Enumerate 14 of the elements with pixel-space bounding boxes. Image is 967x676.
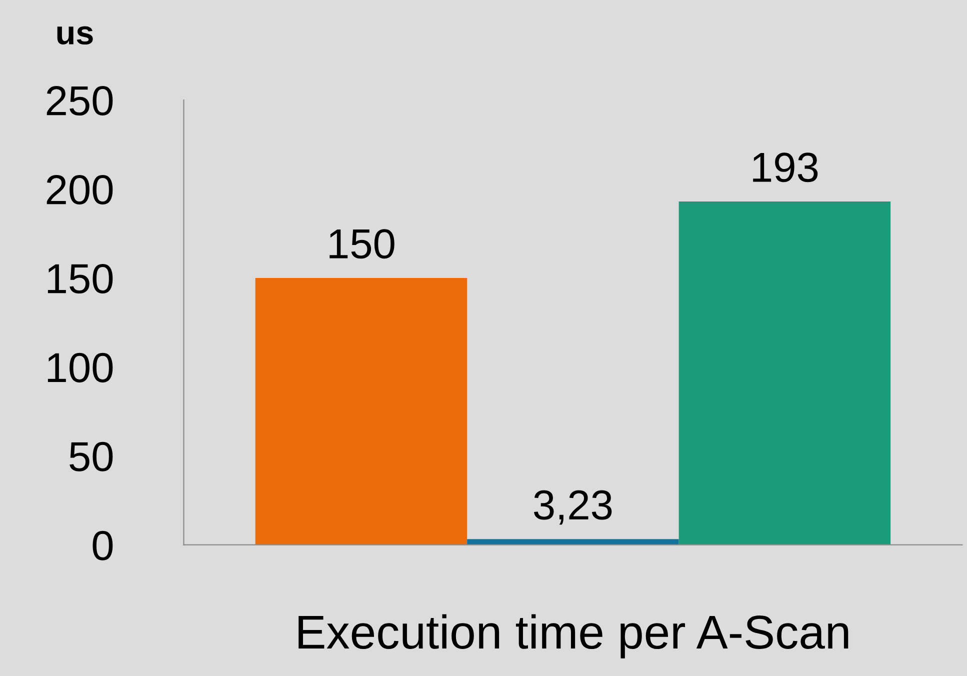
y-tick-label: 0 [92, 530, 113, 560]
x-axis-title: Execution time per A-Scan [298, 614, 848, 658]
bar [678, 201, 891, 545]
y-tick-label: 50 [70, 442, 113, 472]
bar [467, 539, 679, 545]
y-tick-label: 200 [46, 175, 113, 205]
data-label: 3,23 [534, 490, 612, 525]
y-axis-title: us [57, 26, 93, 45]
y-tick-label: 250 [46, 86, 113, 116]
data-label: 193 [753, 152, 818, 182]
y-tick-label: 150 [48, 264, 113, 294]
bar [255, 278, 468, 545]
y-tick-label: 100 [48, 352, 113, 382]
data-label: 150 [330, 229, 394, 259]
